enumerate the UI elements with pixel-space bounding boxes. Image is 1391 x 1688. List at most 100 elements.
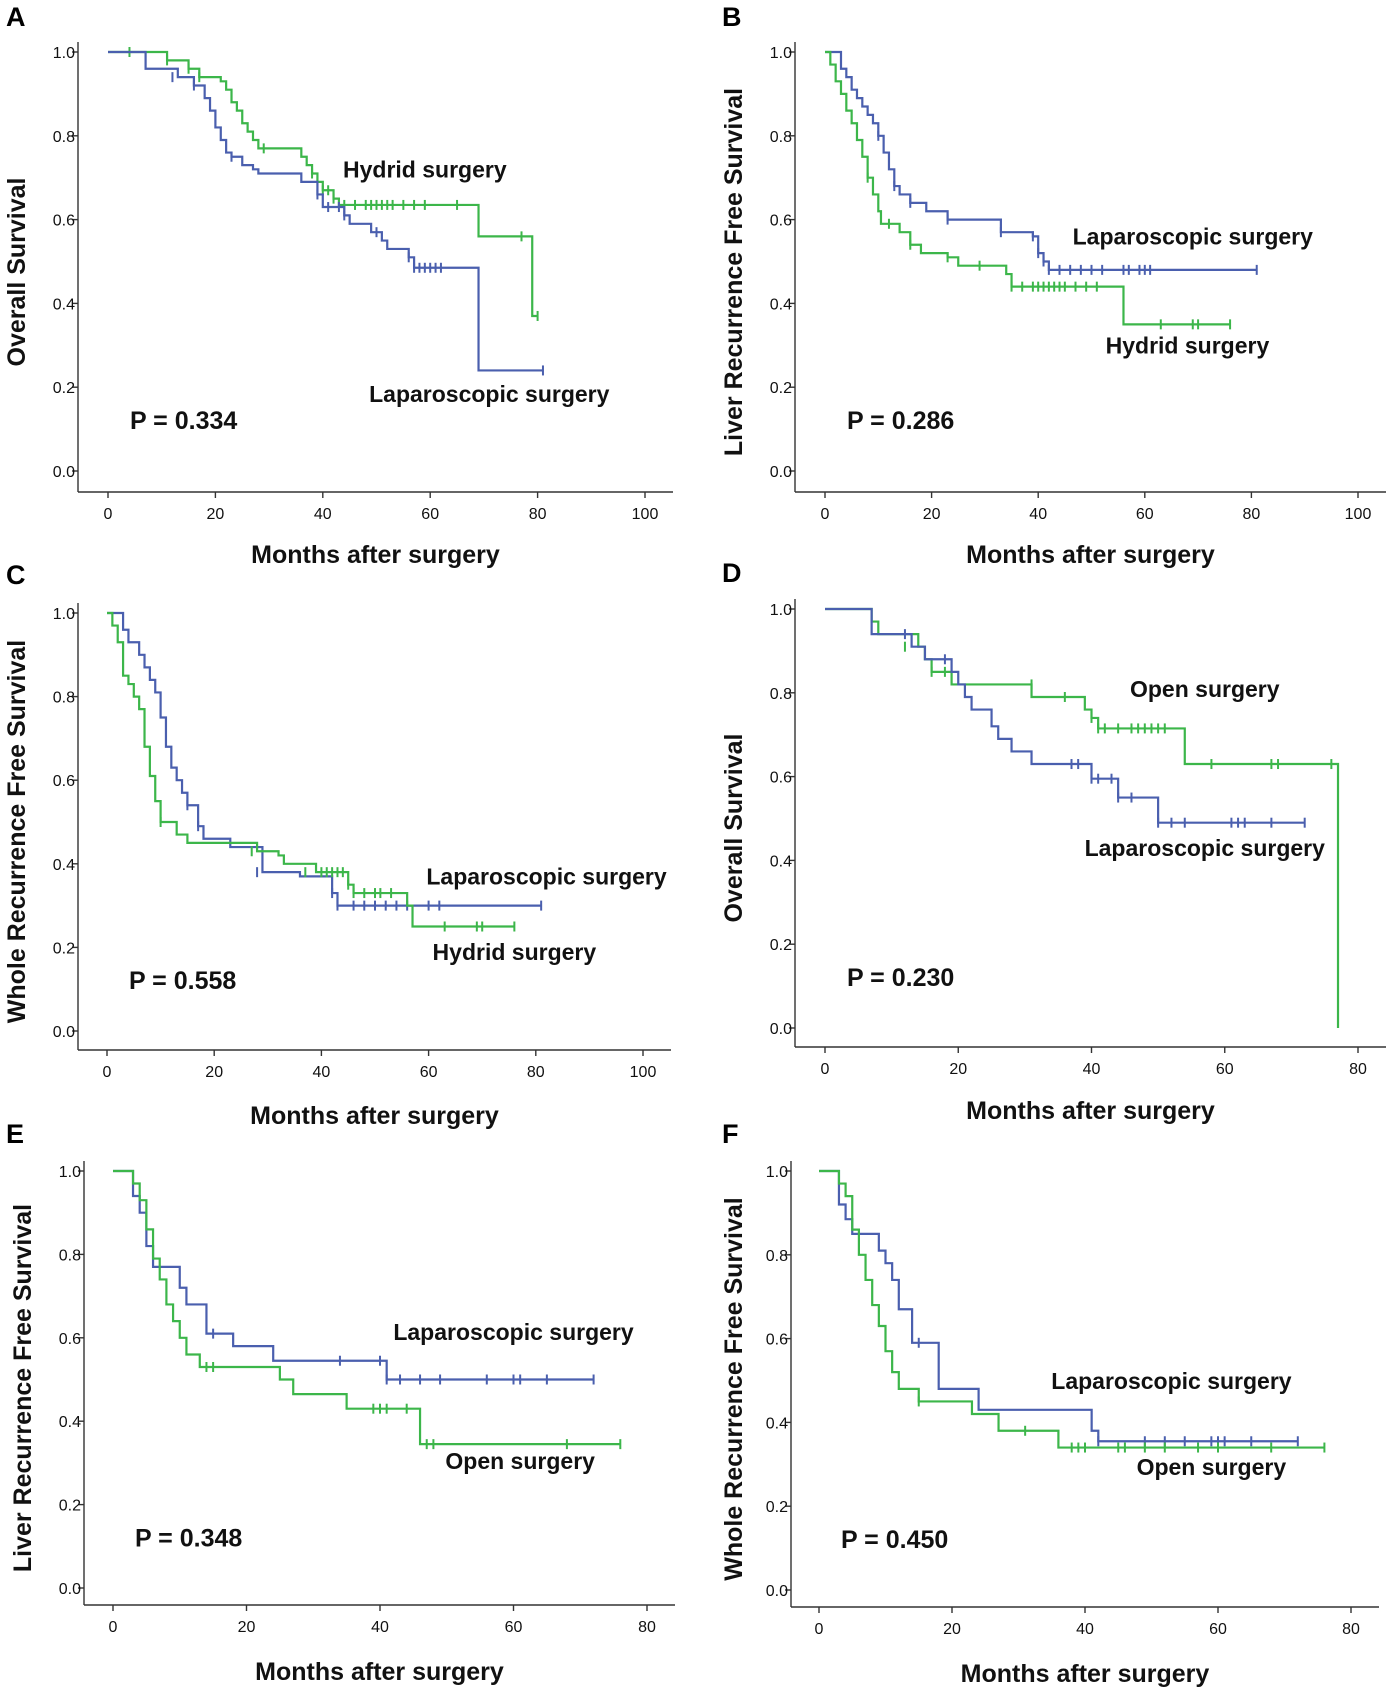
- x-axis-title: Months after surgery: [251, 541, 500, 569]
- y-tick-label: 1.0: [59, 1164, 81, 1181]
- series-label: Laparoscopic surgery: [393, 1319, 634, 1345]
- x-tick-label: 60: [1216, 1061, 1234, 1078]
- y-tick-label: 1.0: [770, 45, 792, 62]
- y-tick-label: 0.8: [53, 690, 75, 707]
- y-tick-label: 0.4: [766, 1415, 788, 1432]
- y-tick-label: 1.0: [770, 602, 792, 619]
- x-tick-label: 20: [923, 506, 941, 523]
- y-axis-title: Whole Recurrence Free Survival: [3, 640, 31, 1023]
- series-line-laparoscopic-surgery: [113, 1169, 594, 1381]
- chart-panel-b: B 0 20 40 60 80 100 0.0 0.2 0.4 0.6 0.8 1.0 Months af…: [720, 2, 1386, 569]
- p-value: P = 0.286: [847, 407, 954, 435]
- series-label: Laparoscopic surgery: [426, 864, 667, 890]
- series-line-hydrid-surgery: [825, 50, 1231, 326]
- x-tick-label: 80: [638, 1619, 656, 1636]
- series-label: Open surgery: [1137, 1454, 1287, 1480]
- y-tick-label: 0.6: [59, 1331, 81, 1348]
- chart-panel-c: C 0 20 40 60 80 100 0.0 0.2 0.4 0.6 0.8 1.0 Months af…: [3, 560, 671, 1130]
- x-tick-label: 100: [1345, 506, 1372, 523]
- x-axis-title: Months after surgery: [961, 1660, 1210, 1688]
- y-tick-label: 0.2: [53, 940, 75, 957]
- series-line-laparoscopic-surgery: [825, 607, 1305, 824]
- p-value: P = 0.230: [847, 964, 954, 992]
- x-tick-label: 100: [632, 506, 659, 523]
- x-tick-label: 40: [314, 506, 332, 523]
- x-tick-label: 20: [207, 506, 225, 523]
- x-tick-label: 60: [1209, 1621, 1227, 1638]
- x-tick-label: 80: [527, 1064, 545, 1081]
- y-tick-label: 0.0: [770, 1021, 792, 1038]
- x-tick-label: 40: [1029, 506, 1047, 523]
- chart-panel-d: D 0 20 40 60 80 0.0 0.2 0.4 0.6 0.8 1.0 Months after…: [720, 558, 1386, 1125]
- p-value: P = 0.558: [129, 967, 236, 995]
- p-value: P = 0.450: [841, 1526, 948, 1554]
- series-label: Laparoscopic surgery: [1073, 224, 1314, 250]
- chart-panel-e: E 0 20 40 60 80 0.0 0.2 0.4 0.6 0.8 1.0 Months after…: [6, 1119, 675, 1686]
- panel-letter: C: [6, 560, 26, 590]
- y-tick-label: 1.0: [53, 606, 75, 623]
- chart-panel-a: A 0 20 40 60 80 100 0.0 0.2 0.4 0.6 0.8 1.0 Months af…: [3, 2, 673, 569]
- x-tick-label: 0: [103, 1064, 112, 1081]
- y-tick-label: 0.8: [59, 1247, 81, 1264]
- y-tick-label: 0.2: [770, 937, 792, 954]
- y-axis-title: Overall Survival: [3, 177, 31, 366]
- series-label: Open surgery: [1130, 676, 1280, 702]
- y-axis-title: Overall Survival: [720, 733, 748, 922]
- panel-letter: D: [722, 558, 742, 588]
- x-tick-label: 0: [104, 506, 113, 523]
- y-tick-label: 0.8: [770, 129, 792, 146]
- p-value: P = 0.348: [135, 1524, 242, 1552]
- panel-letter: E: [6, 1119, 24, 1149]
- y-tick-label: 0.0: [766, 1583, 788, 1600]
- series-label: Laparoscopic surgery: [1085, 835, 1326, 861]
- x-tick-label: 40: [1076, 1621, 1094, 1638]
- y-tick-label: 1.0: [53, 45, 75, 62]
- y-tick-label: 0.0: [59, 1581, 81, 1598]
- y-tick-label: 0.6: [53, 773, 75, 790]
- y-tick-label: 0.4: [53, 296, 75, 313]
- y-tick-label: 0.4: [53, 857, 75, 874]
- series-line-open-surgery: [819, 1169, 1325, 1449]
- x-tick-label: 80: [1243, 506, 1261, 523]
- x-tick-label: 0: [109, 1619, 118, 1636]
- x-tick-label: 100: [630, 1064, 657, 1081]
- y-tick-label: 0.2: [766, 1499, 788, 1516]
- x-tick-label: 0: [821, 506, 830, 523]
- x-tick-label: 20: [238, 1619, 256, 1636]
- x-tick-label: 60: [1136, 506, 1154, 523]
- x-tick-label: 20: [205, 1064, 223, 1081]
- y-tick-label: 0.8: [770, 686, 792, 703]
- y-tick-label: 1.0: [766, 1164, 788, 1181]
- series-label: Laparoscopic surgery: [1051, 1368, 1292, 1394]
- panel-letter: F: [722, 1119, 739, 1149]
- y-tick-label: 0.6: [53, 213, 75, 230]
- x-axis-title: Months after surgery: [966, 541, 1215, 569]
- y-axis-title: Whole Recurrence Free Survival: [720, 1197, 748, 1580]
- series-line-open-surgery: [113, 1169, 621, 1446]
- y-tick-label: 0.6: [770, 770, 792, 787]
- series-label: Open surgery: [445, 1448, 595, 1474]
- x-tick-label: 60: [421, 506, 439, 523]
- series-line-laparoscopic-surgery: [108, 50, 543, 372]
- x-tick-label: 0: [815, 1621, 824, 1638]
- series-label: Hydrid surgery: [1106, 333, 1270, 359]
- series-line-laparoscopic-surgery: [107, 611, 542, 907]
- y-tick-label: 0.2: [770, 380, 792, 397]
- series-label: Hydrid surgery: [343, 157, 507, 183]
- y-axis-title: Liver Recurrence Free Survival: [9, 1204, 37, 1572]
- x-tick-label: 80: [1349, 1061, 1367, 1078]
- chart-panel-f: F 0 20 40 60 80 0.0 0.2 0.4 0.6 0.8 1.0 Months after…: [720, 1119, 1379, 1688]
- x-tick-label: 60: [420, 1064, 438, 1081]
- x-axis-title: Months after surgery: [255, 1658, 504, 1686]
- y-tick-label: 0.8: [53, 129, 75, 146]
- y-tick-label: 0.4: [770, 853, 792, 870]
- x-tick-label: 40: [313, 1064, 331, 1081]
- y-axis-title: Liver Recurrence Free Survival: [720, 88, 748, 456]
- y-tick-label: 0.0: [53, 464, 75, 481]
- x-axis-title: Months after surgery: [250, 1102, 499, 1130]
- x-tick-label: 80: [1342, 1621, 1360, 1638]
- series-line-laparoscopic-surgery: [819, 1169, 1298, 1443]
- x-axis-title: Months after surgery: [966, 1097, 1215, 1125]
- x-tick-label: 20: [949, 1061, 967, 1078]
